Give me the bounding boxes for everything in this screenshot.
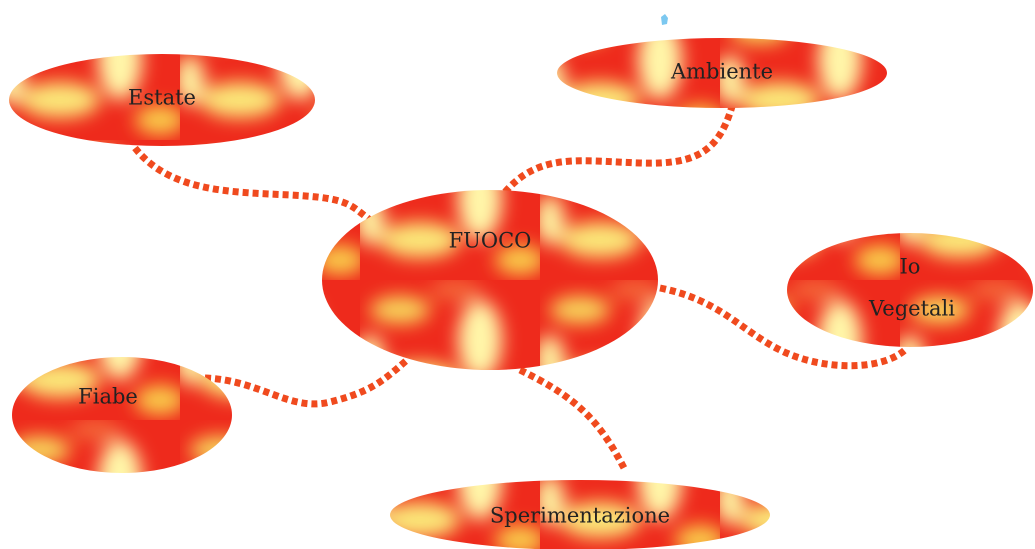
node-label[interactable]: Ambiente [670,60,773,84]
node[interactable]: Ambiente [557,38,887,108]
connector [659,284,908,370]
node[interactable]: FUOCO [322,190,658,370]
node-label[interactable]: Vegetali [868,297,955,321]
node-label[interactable]: Fiabe [78,385,138,409]
connector [204,357,410,408]
node-shape[interactable] [557,38,887,108]
node-label[interactable]: Sperimentazione [490,504,670,528]
connector [132,145,373,223]
cursor-mark [661,14,668,25]
node-label[interactable]: FUOCO [449,229,532,253]
connector [518,366,628,470]
connectors [132,94,908,470]
node-label[interactable]: Io [900,255,921,279]
node-shape[interactable] [12,357,232,473]
node-label[interactable]: Estate [128,86,196,110]
node-shape[interactable] [322,190,658,370]
node[interactable]: Estate [9,54,315,146]
node[interactable]: Fiabe [12,357,232,473]
node-shape[interactable] [390,480,770,549]
node[interactable]: Io Vegetali [787,233,1033,347]
node-shape[interactable] [9,54,315,146]
node-shape[interactable] [787,233,1033,347]
connector [502,94,739,195]
node[interactable]: Sperimentazione [390,480,770,549]
